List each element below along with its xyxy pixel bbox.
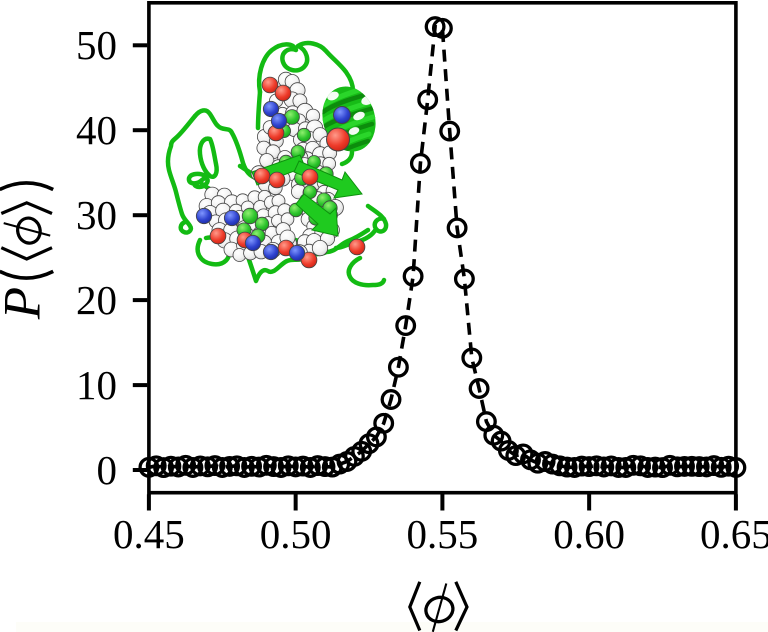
svg-text:0.45: 0.45 (113, 511, 185, 557)
svg-text:10: 10 (76, 362, 117, 408)
svg-text:P: P (0, 287, 52, 320)
svg-text:40: 40 (76, 107, 117, 153)
svg-text:0: 0 (97, 447, 118, 493)
svg-text:50: 50 (76, 22, 117, 68)
svg-text:0.55: 0.55 (407, 511, 479, 557)
svg-text:0.60: 0.60 (553, 511, 625, 557)
svg-text:30: 30 (76, 192, 117, 238)
svg-text:0.50: 0.50 (260, 511, 332, 557)
svg-text:0.65: 0.65 (700, 511, 768, 557)
svg-text:20: 20 (76, 277, 117, 323)
